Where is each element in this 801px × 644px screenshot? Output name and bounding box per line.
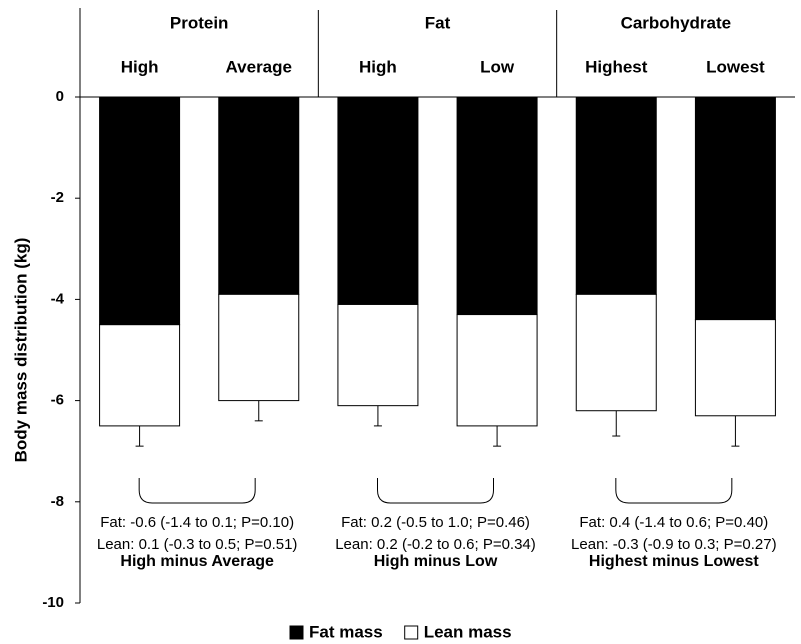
legend-swatch [404, 625, 419, 640]
bar [456, 96, 538, 316]
y-tick-label: -10 [42, 594, 64, 611]
bar [694, 319, 776, 417]
bracket [377, 478, 494, 504]
x-tick-label: High [121, 57, 159, 76]
x-tick-label: Average [226, 57, 292, 76]
comparison-fat: Fat: -0.6 (-1.4 to 0.1; P=0.10) [100, 514, 294, 531]
x-tick-label: Highest [585, 57, 648, 76]
bracket [138, 478, 256, 504]
bar [218, 293, 300, 402]
y-tick-label: -4 [51, 290, 65, 307]
y-tick-label: -6 [51, 392, 64, 409]
bar [575, 293, 657, 412]
group-label: Fat [425, 13, 451, 32]
y-tick-label: -2 [51, 189, 64, 206]
bar [99, 324, 181, 427]
y-tick-label: -8 [51, 493, 64, 510]
comparison-label: High minus Average [120, 553, 274, 570]
comparison-lean: Lean: 0.2 (-0.2 to 0.6; P=0.34) [335, 536, 536, 553]
x-tick-label: Low [480, 57, 515, 76]
bar [218, 96, 300, 295]
bar [337, 303, 419, 407]
comparison-label: High minus Low [374, 553, 498, 570]
comparison-label: Highest minus Lowest [589, 553, 759, 570]
bar [694, 96, 776, 321]
y-tick-label: 0 [56, 88, 64, 105]
comparison-lean: Lean: 0.1 (-0.3 to 0.5; P=0.51) [97, 536, 298, 553]
bar [456, 314, 538, 427]
bracket [615, 478, 733, 504]
legend-label: Lean mass [424, 622, 512, 641]
y-axis-label: Body mass distribution (kg) [11, 238, 30, 463]
legend-swatch [289, 625, 304, 640]
bar [575, 96, 657, 295]
group-label: Protein [170, 13, 229, 32]
group-label: Carbohydrate [621, 13, 732, 32]
comparison-fat: Fat: 0.2 (-0.5 to 1.0; P=0.46) [341, 514, 530, 531]
bar [99, 96, 181, 326]
bar [337, 96, 419, 305]
legend-label: Fat mass [309, 622, 383, 641]
comparison-lean: Lean: -0.3 (-0.9 to 0.3; P=0.27) [571, 536, 777, 553]
x-tick-label: Lowest [706, 57, 765, 76]
comparison-fat: Fat: 0.4 (-1.4 to 0.6; P=0.40) [579, 514, 768, 531]
x-tick-label: High [359, 57, 397, 76]
